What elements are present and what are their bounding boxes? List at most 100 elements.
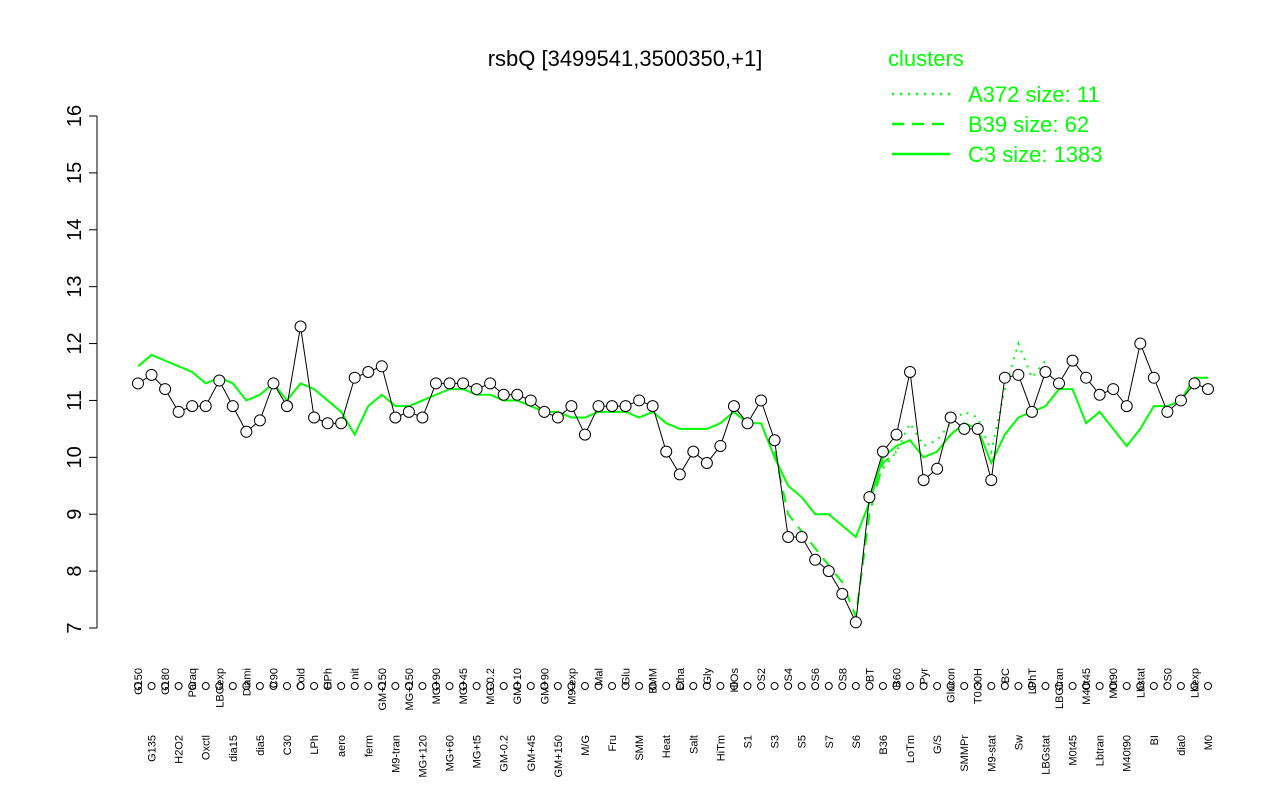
data-point [822,565,835,578]
data-point [375,360,388,373]
rug-point [418,682,427,690]
rug-point [1041,682,1050,690]
x-tick-label: M0t90 [1108,668,1120,699]
x-tick-label: HiTm [715,735,727,761]
data-point [1093,388,1106,401]
rug-point [743,682,752,690]
data-point [1147,371,1160,384]
rug-point [1082,682,1091,690]
x-tick-label: dia5 [255,735,267,756]
x-tick-label: HPh [323,668,335,689]
x-tick-label: M40t90 [1122,735,1134,772]
x-tick-label: T0.30H [973,668,985,704]
data-point [687,445,700,458]
data-point [362,366,375,378]
x-tick-label: S2 [756,668,768,681]
x-tick-label: MG+60 [445,735,457,771]
data-point [876,445,889,458]
data-point [335,417,348,430]
rug-point [323,682,332,690]
data-point [619,400,632,413]
x-tick-label: C90 [268,668,280,688]
rug-point [1122,682,1131,690]
data-point [1012,368,1025,381]
rug-point [1014,682,1023,690]
x-tick-label: MG+120 [417,735,429,778]
rug-point [1000,682,1009,690]
data-point [1080,371,1093,384]
x-tick-label: Mal [594,668,606,686]
data-point [714,439,727,452]
rug-point [391,682,400,690]
rug-point [960,682,969,690]
data-point [890,428,903,441]
rug-point [282,682,291,690]
rug-point [716,682,725,690]
rug-point [174,682,183,690]
rug-point [377,682,386,690]
data-point [755,394,768,407]
data-point [159,383,172,396]
data-point [416,411,429,424]
data-point [1174,394,1187,407]
data-point [443,377,456,390]
x-tick-label: S7 [824,735,836,748]
data-point [660,445,673,458]
rug-point [337,682,346,690]
data-point [321,417,334,430]
rug-point [1109,682,1118,690]
y-tick-label: 9 [64,509,86,520]
data-point [484,377,497,390]
x-tick-label: MG+t5 [472,735,484,768]
x-tick-label: LBGtran [1054,668,1066,709]
legend-title: clusters [888,46,964,71]
x-tick-label: S3 [770,735,782,748]
cluster-line [773,450,898,621]
x-tick-label: HiOs [729,668,741,693]
rug-point [296,682,305,690]
x-tick-label: Sw [1013,735,1025,750]
x-tick-label: LPh [309,735,321,755]
rug-point [946,682,955,690]
rug-point [445,682,454,690]
data-point [768,434,781,447]
data-point [511,388,524,401]
x-tick-label: G/S [932,735,944,754]
data-point [267,377,280,390]
rug-point [188,682,197,690]
rug-point [851,682,860,690]
data-point [402,405,415,418]
x-tick-label: M40t45 [1081,668,1093,705]
rug-point [702,682,711,690]
data-point [958,422,971,435]
x-tick-label: GM+150 [553,735,565,778]
rug-point [662,682,671,690]
data-point [308,411,321,424]
data-point [132,377,144,390]
data-point [348,371,361,384]
rug-point [906,682,915,690]
data-point [673,468,686,481]
data-point [497,388,510,401]
data-point [253,414,266,427]
data-point [199,400,212,413]
data-point [782,530,795,543]
chart-title: rsbQ [3499541,3500350,+1] [488,46,763,71]
data-point [606,400,619,413]
data-point [457,377,470,390]
y-tick-label: 14 [64,219,86,241]
data-point [524,394,537,407]
data-point [213,374,226,387]
rug-point [1163,682,1172,690]
rug-point [987,682,996,690]
x-tick-label: M0 [1203,735,1215,750]
rug-point [878,682,887,690]
x-tick-label: M9-tran [390,735,402,773]
x-tick-label: MG-0.2 [485,668,497,705]
rug-point [621,682,630,690]
data-point [578,428,591,441]
data-point [998,371,1011,384]
rug-point [201,682,210,690]
x-tick-label: G180 [160,668,172,695]
data-point [1107,383,1120,396]
